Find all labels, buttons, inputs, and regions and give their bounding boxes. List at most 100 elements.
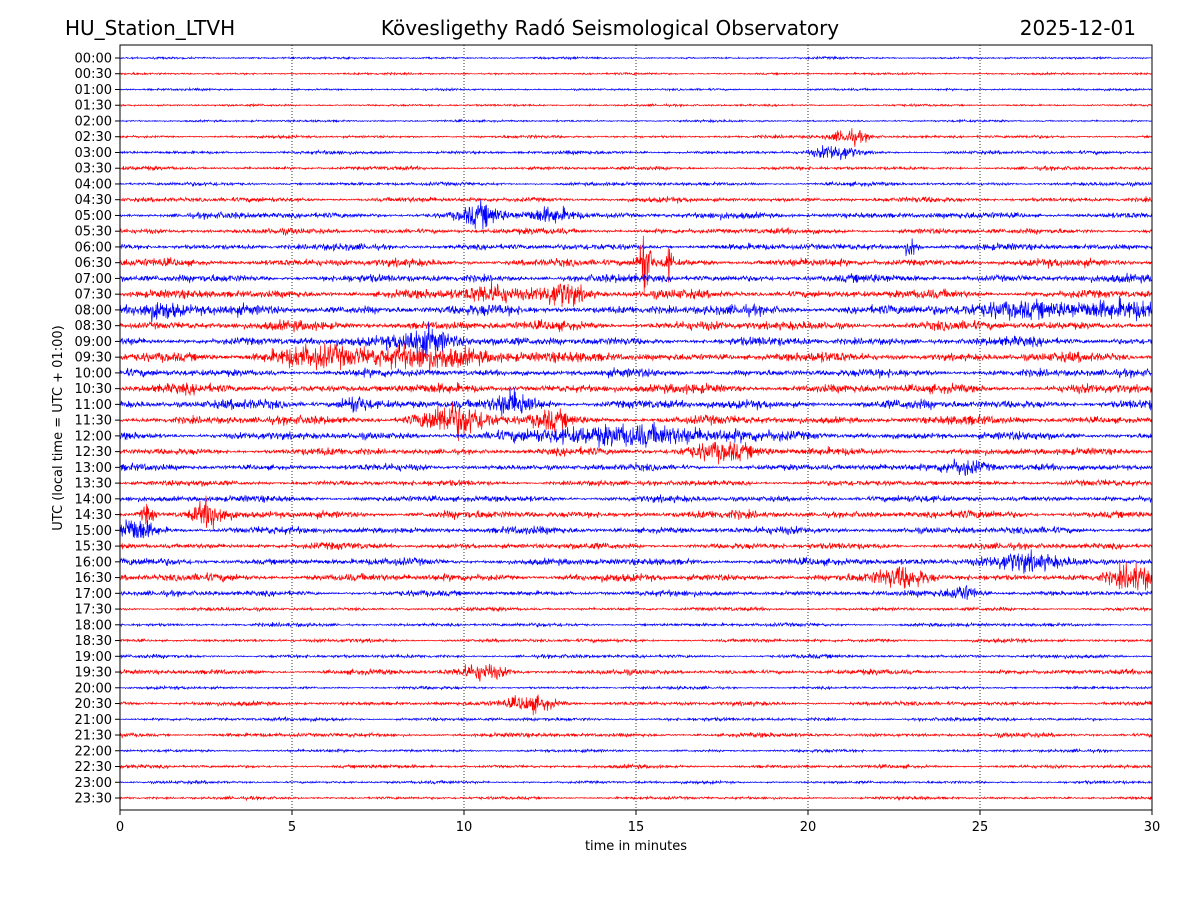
y-tick-label: 15:30 (75, 540, 112, 555)
trace-0000 (119, 55, 1153, 61)
y-axis-label: UTC (local time = UTC + 01:00) (51, 325, 66, 530)
x-tick-label: 0 (116, 820, 124, 835)
x-tick-label: 20 (800, 820, 817, 835)
x-tick-label: 30 (1144, 820, 1161, 835)
y-tick-label: 17:00 (75, 587, 112, 602)
x-axis-label: time in minutes (585, 839, 687, 854)
trace-0130 (119, 102, 1152, 108)
y-axis: 00:0000:3001:0001:3002:0002:3003:0003:30… (75, 52, 120, 807)
y-tick-label: 07:00 (75, 272, 112, 287)
y-tick-label: 02:00 (75, 114, 112, 129)
x-tick-label: 25 (972, 820, 989, 835)
trace-2200 (119, 747, 1153, 754)
trace-1000 (119, 367, 1153, 379)
y-tick-label: 20:00 (75, 681, 112, 696)
trace-0800 (119, 295, 1153, 323)
trace-1600 (119, 549, 1153, 574)
trace-2230 (119, 763, 1153, 770)
y-tick-label: 16:00 (75, 555, 112, 570)
trace-0900 (119, 321, 1153, 364)
trace-1100 (119, 387, 1153, 417)
y-tick-label: 13:00 (75, 461, 112, 476)
x-tick-label: 10 (456, 820, 473, 835)
y-tick-label: 22:00 (75, 744, 112, 759)
y-tick-label: 17:30 (75, 603, 112, 618)
x-tick-label: 15 (628, 820, 645, 835)
trace-0100 (119, 86, 1153, 92)
y-tick-label: 00:30 (75, 67, 112, 82)
trace-0030 (120, 71, 1153, 76)
trace-2030 (119, 694, 1153, 716)
y-tick-label: 01:30 (75, 99, 112, 114)
trace-1730 (119, 605, 1153, 613)
trace-1200 (119, 421, 1153, 448)
trace-1300 (119, 458, 1153, 477)
trace-0330 (119, 165, 1153, 172)
trace-1130 (119, 402, 1153, 442)
date-label: 2025-12-01 (1020, 16, 1136, 40)
trace-1400 (119, 494, 1153, 504)
trace-0630 (119, 235, 1153, 293)
y-tick-label: 12:00 (75, 429, 112, 444)
trace-1700 (119, 584, 1153, 601)
y-tick-label: 21:00 (75, 713, 112, 728)
trace-0200 (119, 118, 1153, 124)
y-tick-label: 11:00 (75, 398, 112, 413)
y-tick-label: 03:00 (75, 146, 112, 161)
y-tick-label: 01:00 (75, 83, 112, 98)
y-tick-label: 05:00 (75, 209, 112, 224)
y-tick-label: 13:30 (75, 477, 112, 492)
y-tick-label: 04:30 (75, 193, 112, 208)
y-tick-label: 23:30 (75, 792, 112, 807)
x-tick-label: 5 (288, 820, 296, 835)
trace-1800 (119, 621, 1153, 629)
trace-1630 (119, 561, 1153, 591)
trace-2330 (119, 795, 1153, 802)
y-tick-label: 09:30 (75, 351, 112, 366)
trace-0400 (119, 180, 1153, 188)
grid-lines (291, 45, 981, 810)
y-tick-label: 04:00 (75, 177, 112, 192)
trace-0830 (119, 319, 1153, 333)
y-tick-label: 19:00 (75, 650, 112, 665)
y-tick-label: 15:00 (75, 524, 112, 539)
trace-0300 (119, 145, 1152, 161)
chart-title: Kövesligethy Radó Seismological Observat… (381, 16, 839, 40)
y-tick-label: 20:30 (75, 697, 112, 712)
trace-0530 (119, 227, 1153, 236)
trace-0230 (119, 128, 1153, 147)
trace-0500 (119, 199, 1153, 230)
trace-0930 (119, 343, 1153, 375)
y-tick-label: 05:30 (75, 225, 112, 240)
y-tick-label: 19:30 (75, 666, 112, 681)
trace-0730 (119, 280, 1153, 308)
trace-1430 (119, 495, 1153, 531)
trace-1530 (119, 541, 1153, 551)
y-tick-label: 10:00 (75, 366, 112, 381)
y-tick-label: 18:00 (75, 618, 112, 633)
trace-1030 (119, 382, 1153, 396)
y-tick-label: 23:00 (75, 776, 112, 791)
trace-2000 (119, 684, 1153, 691)
y-tick-label: 18:30 (75, 634, 112, 649)
x-axis: 0 5 10 15 20 25 30 (116, 810, 1160, 835)
station-label: HU_Station_LTVH (65, 16, 235, 40)
y-tick-label: 11:30 (75, 414, 112, 429)
trace-1930 (119, 663, 1153, 682)
trace-0600 (119, 238, 1153, 257)
y-tick-label: 12:30 (75, 445, 112, 460)
traces (119, 55, 1153, 802)
trace-0700 (119, 272, 1153, 284)
trace-2100 (119, 715, 1153, 723)
y-tick-label: 00:00 (75, 52, 112, 67)
y-tick-label: 08:30 (75, 319, 112, 334)
y-tick-label: 02:30 (75, 130, 112, 145)
y-tick-label: 14:00 (75, 492, 112, 507)
y-tick-label: 06:30 (75, 256, 112, 271)
y-tick-label: 10:30 (75, 382, 112, 397)
trace-1500 (119, 519, 1153, 539)
y-tick-label: 09:00 (75, 335, 112, 350)
y-tick-label: 16:30 (75, 571, 112, 586)
